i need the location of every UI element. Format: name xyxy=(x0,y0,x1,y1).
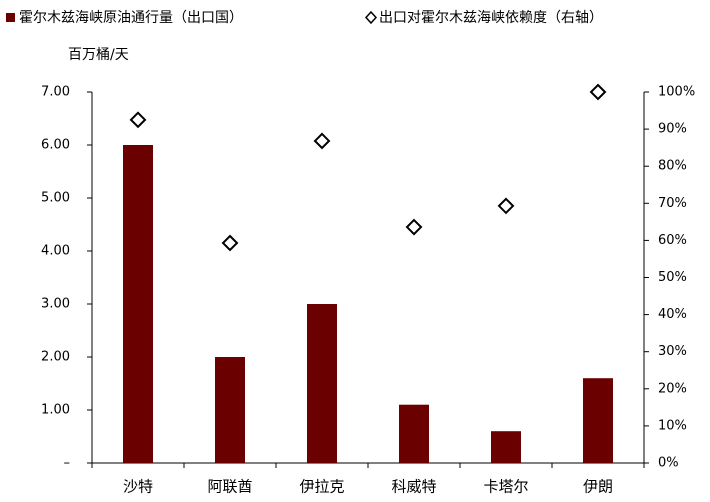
y2-tick-label: 100% xyxy=(658,85,695,100)
y-tick-label: 6.00 xyxy=(41,138,70,153)
legend-marker xyxy=(6,13,15,22)
y2-tick-label: 0% xyxy=(658,456,679,471)
x-tick-label: 伊拉克 xyxy=(299,478,344,496)
y2-tick-label: 80% xyxy=(658,159,687,174)
x-tick-label: 科威特 xyxy=(391,478,436,496)
y-tick-label: 5.00 xyxy=(41,191,70,206)
y-tick-label: 3.00 xyxy=(41,297,70,312)
legend-marker xyxy=(364,10,378,25)
diamond-marker xyxy=(221,234,239,252)
diamond-marker xyxy=(313,132,331,150)
y2-tick-label: 50% xyxy=(658,270,687,285)
bar xyxy=(583,378,613,463)
y2-tick-label: 70% xyxy=(658,196,687,211)
x-tick-label: 伊朗 xyxy=(583,478,613,496)
y-tick-label: – xyxy=(64,456,71,471)
x-tick-label: 沙特 xyxy=(123,478,153,496)
y2-tick-label: 90% xyxy=(658,122,687,137)
legend-label: 出口对霍尔木兹海峡依赖度（右轴） xyxy=(379,10,603,26)
y-tick-label: 1.00 xyxy=(41,403,70,418)
y2-tick-label: 30% xyxy=(658,344,687,359)
diamond-marker xyxy=(497,197,515,215)
bar xyxy=(399,404,429,463)
y2-tick-label: 60% xyxy=(658,233,687,248)
bar xyxy=(307,304,337,463)
y2-tick-label: 20% xyxy=(658,381,687,396)
x-tick-label: 阿联酋 xyxy=(207,478,252,496)
y-tick-label: 4.00 xyxy=(41,244,70,259)
diamond-marker xyxy=(129,111,147,129)
y2-tick-label: 40% xyxy=(658,307,687,322)
bar xyxy=(491,431,521,463)
bar xyxy=(123,145,153,463)
x-tick-label: 卡塔尔 xyxy=(483,478,528,496)
y-tick-label: 7.00 xyxy=(41,85,70,100)
y-tick-label: 2.00 xyxy=(41,350,70,365)
diamond-marker xyxy=(589,83,607,101)
bar xyxy=(215,357,245,463)
legend-label: 霍尔木兹海峡原油通行量（出口国） xyxy=(19,10,243,26)
y-axis-label: 百万桶/天 xyxy=(68,47,129,63)
y2-tick-label: 10% xyxy=(658,418,687,433)
diamond-marker xyxy=(405,218,423,236)
